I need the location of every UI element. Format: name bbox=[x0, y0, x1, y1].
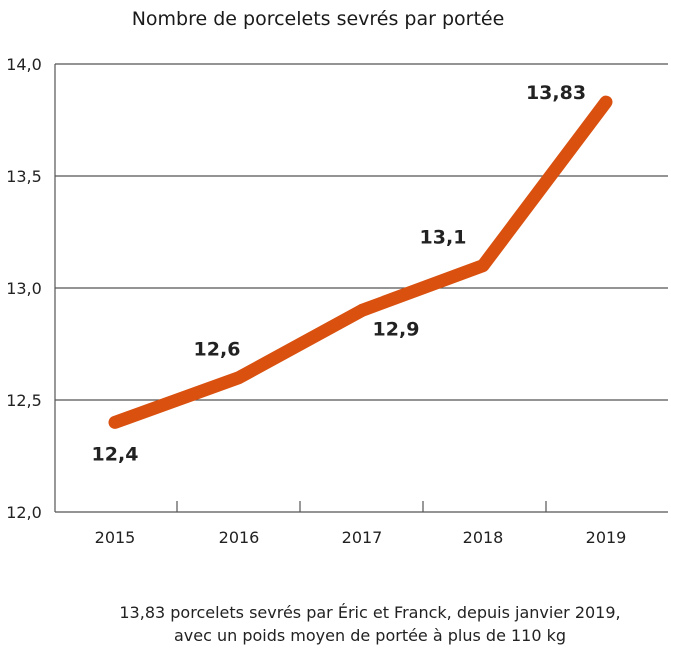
x-tick-label: 2015 bbox=[95, 528, 136, 547]
y-tick-label: 13,5 bbox=[6, 167, 42, 186]
x-tick-label: 2018 bbox=[463, 528, 504, 547]
y-tick-label: 12,5 bbox=[6, 391, 42, 410]
x-tick-label: 2016 bbox=[219, 528, 260, 547]
y-tick-label: 12,0 bbox=[6, 503, 42, 522]
series-line bbox=[108, 95, 613, 429]
x-tick-label: 2017 bbox=[342, 528, 383, 547]
data-label: 12,4 bbox=[92, 443, 139, 465]
caption-line-2: avec un poids moyen de portée à plus de … bbox=[174, 626, 566, 645]
chart-title: Nombre de porcelets sevrés par portée bbox=[132, 8, 505, 30]
data-label: 13,83 bbox=[526, 82, 586, 104]
caption-line-1: 13,83 porcelets sevrés par Éric et Franc… bbox=[119, 603, 620, 622]
y-tick-label: 13,0 bbox=[6, 279, 42, 298]
x-tick-label: 2019 bbox=[586, 528, 627, 547]
data-label: 12,6 bbox=[194, 339, 241, 361]
data-label: 13,1 bbox=[420, 227, 467, 249]
y-tick-label: 14,0 bbox=[6, 55, 42, 74]
data-label: 12,9 bbox=[373, 318, 420, 340]
